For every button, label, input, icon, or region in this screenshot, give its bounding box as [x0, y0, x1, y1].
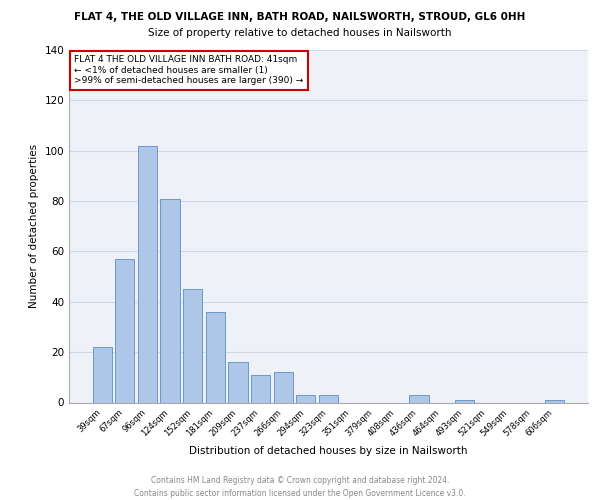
Bar [92, 347, 112, 403]
Bar [274, 372, 293, 402]
Bar [138, 146, 157, 402]
Text: FLAT 4 THE OLD VILLAGE INN BATH ROAD: 41sqm
← <1% of detached houses are smaller: FLAT 4 THE OLD VILLAGE INN BATH ROAD: 41… [74, 56, 304, 85]
Bar [545, 400, 565, 402]
Bar [160, 198, 180, 402]
Bar [296, 395, 316, 402]
Bar [183, 289, 202, 403]
Text: FLAT 4, THE OLD VILLAGE INN, BATH ROAD, NAILSWORTH, STROUD, GL6 0HH: FLAT 4, THE OLD VILLAGE INN, BATH ROAD, … [74, 12, 526, 22]
Text: Size of property relative to detached houses in Nailsworth: Size of property relative to detached ho… [148, 28, 452, 38]
Text: Contains HM Land Registry data © Crown copyright and database right 2024.
Contai: Contains HM Land Registry data © Crown c… [134, 476, 466, 498]
X-axis label: Distribution of detached houses by size in Nailsworth: Distribution of detached houses by size … [189, 446, 468, 456]
Bar [229, 362, 248, 403]
Bar [251, 375, 270, 402]
Bar [206, 312, 225, 402]
Bar [319, 395, 338, 402]
Bar [409, 395, 428, 402]
Bar [115, 259, 134, 402]
Bar [455, 400, 474, 402]
Y-axis label: Number of detached properties: Number of detached properties [29, 144, 39, 308]
